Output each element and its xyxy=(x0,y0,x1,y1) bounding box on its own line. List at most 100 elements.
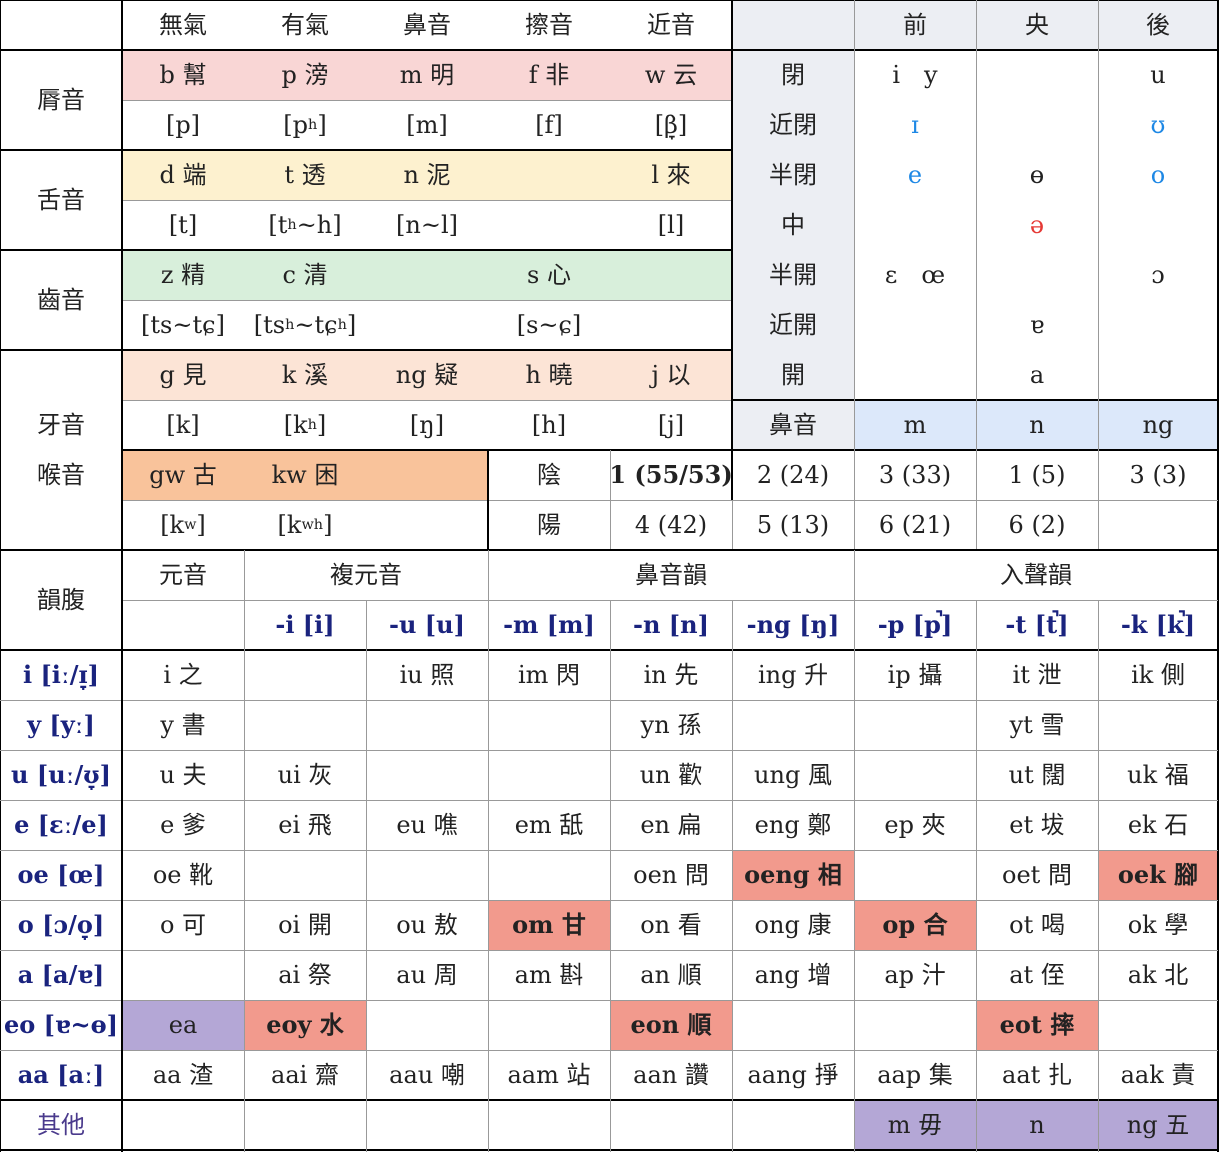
front-vowel xyxy=(854,350,976,400)
grid-line xyxy=(244,550,245,1152)
final-cell: ung 風 xyxy=(754,761,832,789)
final-cell: am 斟 xyxy=(514,961,584,989)
grid-line xyxy=(488,550,489,1152)
grid-line xyxy=(0,1000,1218,1001)
grid-line xyxy=(488,449,1218,451)
back-vowel xyxy=(1098,350,1218,400)
tone-yang-value: 6 (2) xyxy=(1008,511,1066,539)
glottal-label: 喉音 xyxy=(37,461,85,489)
grid-line xyxy=(121,0,123,550)
consonant-ipa: [h] xyxy=(531,411,567,439)
consonant-romanization: n 泥 xyxy=(403,161,451,189)
grid-line xyxy=(0,850,1218,851)
grid-line xyxy=(976,0,977,550)
cell-background xyxy=(122,50,732,100)
consonant-romanization: l 來 xyxy=(651,161,691,189)
back-vowel: o xyxy=(1150,161,1166,189)
consonant-ipa: [ts~tɕ] xyxy=(141,311,225,339)
final-cell xyxy=(244,650,366,700)
consonant-romanization: c 清 xyxy=(282,261,328,289)
other-cell: n xyxy=(976,1100,1098,1150)
final-cell: ai 祭 xyxy=(278,961,332,989)
place-label-dental: 齒音 xyxy=(37,286,85,314)
coda-header: -n [n] xyxy=(633,610,709,639)
final-cell: im 閃 xyxy=(517,661,581,689)
final-cell: eot 摔 xyxy=(976,1000,1098,1050)
final-cell: u 夫 xyxy=(159,761,207,789)
vowel-height-label: 近開 xyxy=(769,311,817,339)
consonant-romanization: j 以 xyxy=(651,361,691,389)
grid-line xyxy=(732,500,733,550)
other-cell xyxy=(488,1100,610,1150)
consonant-romanization xyxy=(488,150,610,200)
front-vowel: ɛ œ xyxy=(884,261,946,289)
nucleus-label: o [ɔ/o̞] xyxy=(17,910,105,939)
cell-background xyxy=(854,400,1218,450)
front-vowel: e xyxy=(907,161,923,189)
final-cell: et 坺 xyxy=(1009,811,1065,839)
consonant-romanization: d 端 xyxy=(159,161,207,189)
grid-line xyxy=(0,549,1218,551)
finals-group-header: 元音 xyxy=(159,561,207,589)
place-label-labial: 脣音 xyxy=(37,86,85,114)
nucleus-label: y [yː] xyxy=(27,710,95,739)
nucleus-label: aa [aː] xyxy=(17,1060,105,1089)
labiovelar-ipa: [k w h] xyxy=(277,511,333,539)
vowel-height-label: 閉 xyxy=(781,61,805,89)
final-cell: oek 腳 xyxy=(1098,850,1218,900)
final-cell: ik 側 xyxy=(1131,661,1185,689)
central-vowel: ə xyxy=(1029,211,1045,239)
vowel-height-label: 中 xyxy=(781,211,805,239)
final-cell: aap 集 xyxy=(877,1061,953,1089)
manner-header: 擦音 xyxy=(525,11,573,39)
final-cell xyxy=(122,950,244,1000)
back-vowel xyxy=(1098,200,1218,250)
grid-line xyxy=(854,550,855,1152)
final-cell: oe 靴 xyxy=(152,861,214,889)
other-cell: ng 五 xyxy=(1098,1100,1218,1150)
grid-line xyxy=(0,49,1218,51)
final-cell: ui 灰 xyxy=(277,761,333,789)
backness-header: 前 xyxy=(903,11,927,39)
coda-header: -ng [ŋ] xyxy=(746,610,840,639)
grid-line xyxy=(0,1050,1218,1051)
final-cell xyxy=(366,1000,488,1050)
grid-line xyxy=(0,249,732,251)
central-vowel: ɐ xyxy=(1029,311,1045,339)
corner-cell xyxy=(0,0,122,50)
final-cell: yn 孫 xyxy=(640,711,702,739)
nucleus-label: eo [ɐ~ɵ] xyxy=(3,1010,118,1039)
consonant-ipa: [n~l] xyxy=(396,211,458,239)
consonant-ipa xyxy=(488,200,610,250)
final-cell: uk 福 xyxy=(1127,761,1189,789)
grid-line xyxy=(976,600,977,1152)
final-cell xyxy=(366,850,488,900)
grid-line xyxy=(1098,0,1099,550)
nucleus-label: u [uː/ʊ̞] xyxy=(11,760,111,789)
final-cell: ep 夾 xyxy=(884,811,946,839)
syllabic-nasal: ng xyxy=(1142,411,1174,439)
grid-line xyxy=(487,450,489,550)
final-cell: eng 鄭 xyxy=(754,811,832,839)
tone-yin-label: 陰 xyxy=(537,461,561,489)
other-cell xyxy=(610,1100,732,1150)
final-cell: y 書 xyxy=(160,711,206,739)
manner-header: 近音 xyxy=(647,11,695,39)
grid-line xyxy=(731,0,733,500)
coda-header: -k [k̚] xyxy=(1120,610,1196,639)
final-cell: aan 讚 xyxy=(633,1061,709,1089)
front-vowel xyxy=(854,300,976,350)
final-cell: ak 北 xyxy=(1127,961,1189,989)
coda-header: -u [u] xyxy=(389,610,465,639)
consonant-ipa: [β̞] xyxy=(654,111,688,139)
final-cell: aat 扎 xyxy=(1002,1061,1072,1089)
final-cell: iu 照 xyxy=(399,661,455,689)
central-vowel xyxy=(976,50,1098,100)
other-cell xyxy=(366,1100,488,1150)
consonant-ipa: [s~ɕ] xyxy=(516,311,582,339)
final-cell: ot 喝 xyxy=(1009,911,1065,939)
grid-line xyxy=(0,0,1,1152)
other-cell: m 毋 xyxy=(854,1100,976,1150)
consonant-ipa: [p h] xyxy=(283,111,327,139)
final-cell: aak 責 xyxy=(1120,1061,1196,1089)
